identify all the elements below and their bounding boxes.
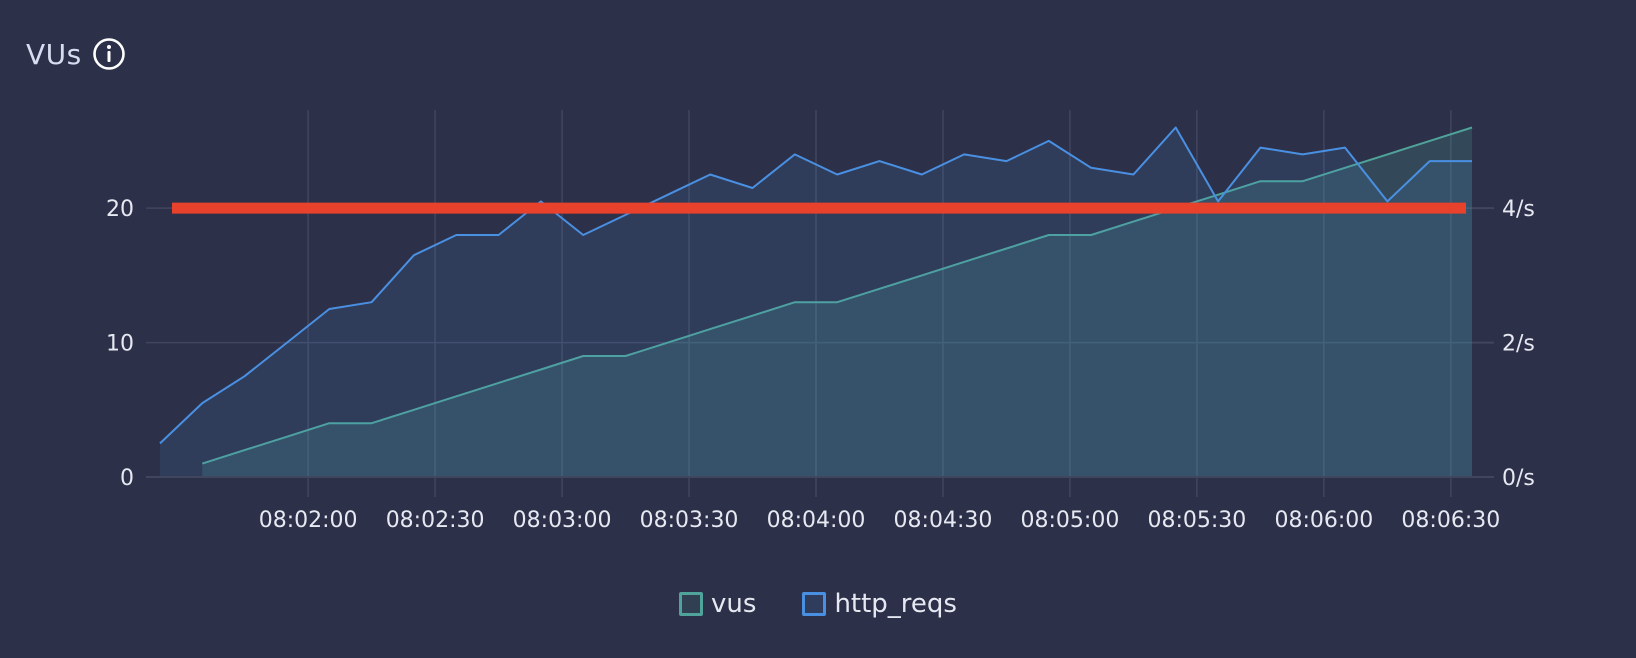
y-left-tick-label: 0 — [120, 466, 134, 491]
y-right-tick-label: 2/s — [1502, 332, 1535, 357]
legend-label: vus — [711, 589, 757, 619]
x-tick-label: 08:06:30 — [1401, 508, 1500, 533]
series-line-vus — [201, 126, 1473, 465]
legend-swatch — [802, 592, 827, 616]
panel-header: VUs — [26, 34, 126, 74]
legend-label: http_reqs — [834, 589, 957, 619]
x-tick-label: 08:02:30 — [386, 508, 485, 533]
x-tick-label: 08:05:00 — [1021, 508, 1120, 533]
y-right-tick-label: 4/s — [1502, 197, 1535, 222]
legend-swatch — [679, 592, 704, 616]
chart-legend: vus http_reqs — [0, 589, 1636, 619]
x-tick-label: 08:02:00 — [259, 508, 358, 533]
x-tick-label: 08:05:30 — [1147, 508, 1246, 533]
legend-item-http_reqs[interactable]: http_reqs — [802, 589, 957, 619]
series-line-http_reqs — [159, 126, 1472, 445]
x-tick-label: 08:04:00 — [767, 508, 866, 533]
x-tick-label: 08:03:00 — [513, 508, 612, 533]
series-area-http_reqs — [160, 127, 1472, 477]
y-left-tick-label: 20 — [106, 197, 134, 222]
y-right-tick-label: 0/s — [1502, 466, 1535, 491]
x-tick-label: 08:04:30 — [894, 508, 993, 533]
legend-item-vus[interactable]: vus — [679, 589, 756, 619]
x-tick-label: 08:03:30 — [640, 508, 739, 533]
panel-title: VUs — [26, 37, 82, 71]
x-tick-label: 08:06:00 — [1274, 508, 1373, 533]
y-left-tick-label: 10 — [106, 332, 134, 357]
info-icon[interactable] — [92, 37, 126, 71]
